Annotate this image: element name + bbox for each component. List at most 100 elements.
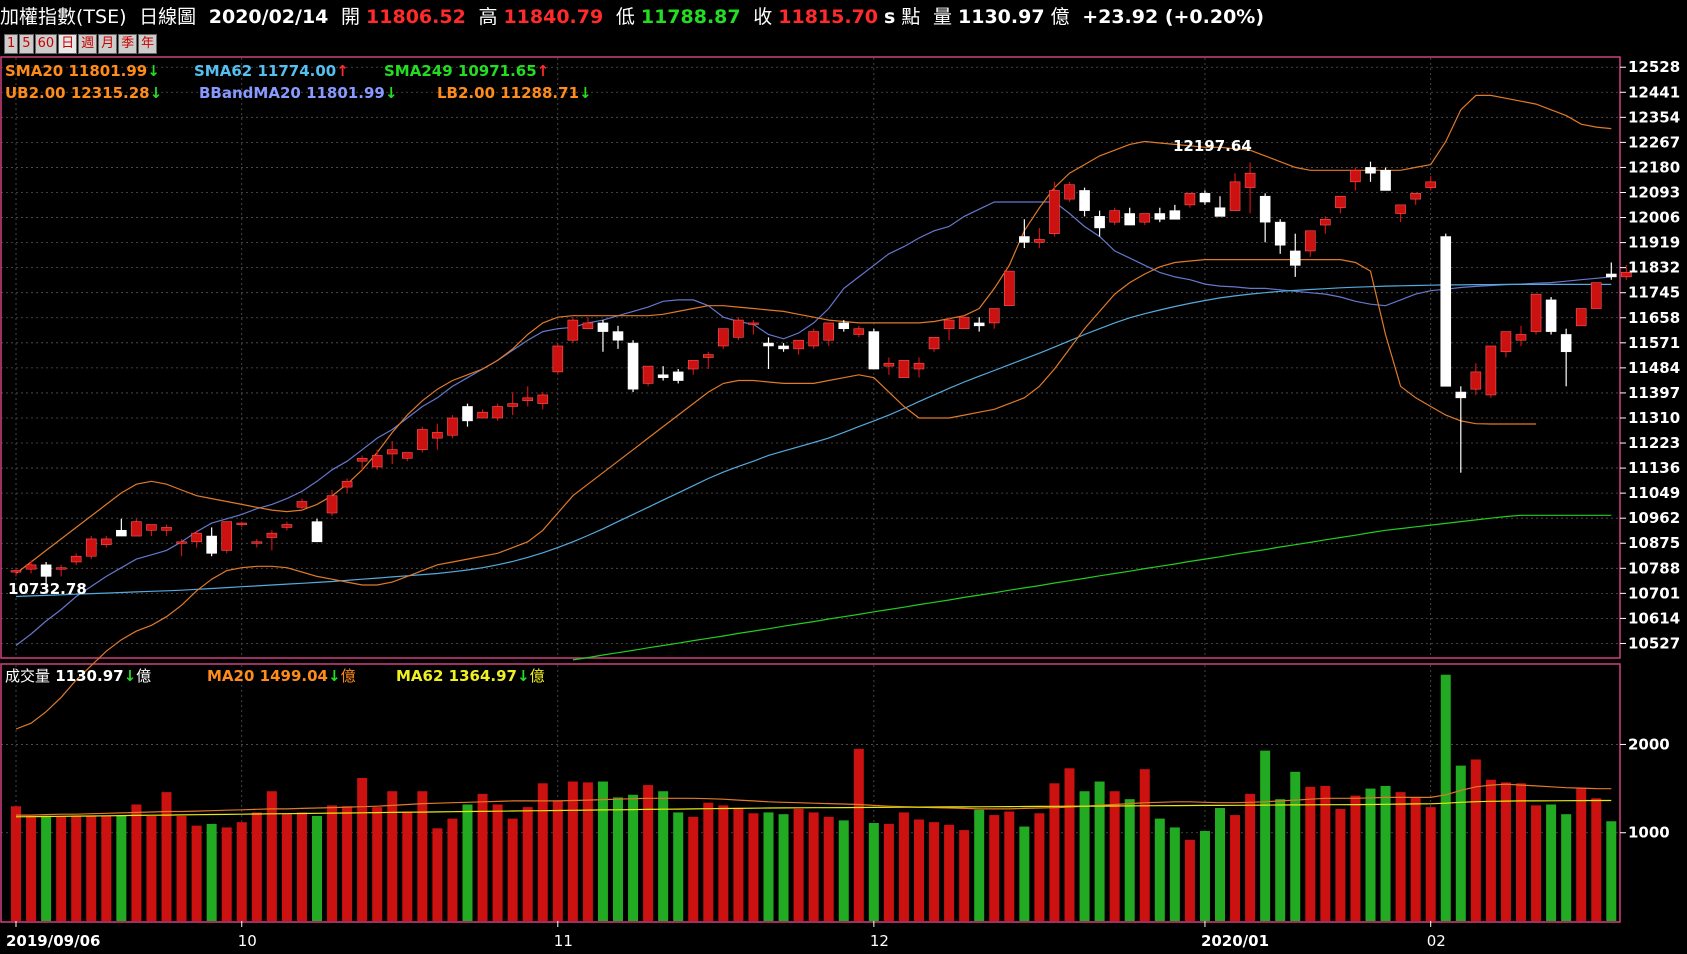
candle-body [567, 319, 579, 341]
candle-body [1380, 170, 1391, 191]
volume-bar [718, 805, 729, 921]
candle-body [552, 345, 564, 373]
volume-bar [1199, 830, 1210, 921]
candle [1003, 270, 1015, 306]
volume-bar [131, 804, 142, 921]
legend-sma20: SMA20 11801.99↓ [5, 62, 160, 80]
volume-bar [1606, 821, 1617, 921]
period-button-month[interactable]: 月 [98, 34, 118, 54]
candle [702, 351, 714, 370]
price-tick-label: 10788 [1628, 559, 1680, 577]
volume-bar [567, 781, 578, 921]
candle-body [1425, 181, 1436, 188]
period-button-year[interactable]: 年 [138, 34, 158, 54]
volume-bar [537, 783, 548, 921]
volume-bar [372, 807, 383, 921]
candle-body [116, 529, 127, 537]
candle [1410, 193, 1421, 205]
candle-body [913, 362, 925, 370]
quote-date: 2020/02/14 [208, 6, 329, 28]
volume-bar [1109, 791, 1120, 921]
candle-body [371, 455, 383, 468]
candle [221, 521, 232, 554]
candle [1184, 193, 1196, 208]
candle-body [973, 322, 985, 327]
volume-bar [597, 781, 608, 921]
date-tick-label: 12 [870, 932, 889, 950]
candle [733, 317, 744, 341]
volume-bar [613, 797, 623, 921]
candle [85, 536, 97, 560]
candle-body [1169, 210, 1181, 220]
candle [1350, 167, 1361, 191]
candle-body [522, 397, 534, 401]
volume-bar [643, 785, 654, 921]
candle-body [1079, 190, 1090, 211]
candle [10, 567, 22, 577]
candle-body [386, 449, 398, 455]
candle [191, 530, 202, 548]
volume-bar [251, 812, 262, 921]
volume-bar [883, 823, 894, 921]
volume-bar [342, 806, 353, 921]
candle [146, 524, 157, 537]
candle [597, 320, 609, 352]
volume-bar [1064, 768, 1075, 921]
candle-body [1485, 345, 1497, 396]
period-button-1[interactable]: 1 [4, 34, 19, 54]
candle [1124, 207, 1135, 226]
candle [1229, 173, 1241, 211]
candle-body [1003, 270, 1015, 306]
period-button-60[interactable]: 60 [34, 34, 58, 54]
volume-bar [868, 823, 879, 921]
volume-bar [1260, 750, 1271, 921]
volume-bar [1320, 785, 1331, 921]
close-value: 11815.70 [778, 6, 879, 28]
candle [687, 360, 699, 375]
candle-body [70, 555, 82, 563]
open-label: 開 [341, 6, 361, 28]
candle-body [1244, 172, 1256, 188]
series-sma62 [15, 283, 1612, 598]
period-button-week[interactable]: 週 [78, 34, 98, 54]
candle [1440, 233, 1452, 387]
candle-body [597, 322, 609, 332]
candle-body [507, 403, 518, 407]
price-tick-label: 11049 [1628, 484, 1680, 502]
candle [281, 521, 293, 531]
period-button-quarter[interactable]: 季 [118, 34, 138, 54]
volume-bar [688, 816, 699, 921]
price-tick-label: 12441 [1628, 83, 1680, 101]
volume-ma-lines [15, 783, 1612, 818]
volume-bar [1500, 782, 1511, 921]
candle-body [1139, 213, 1151, 223]
candle-body [1440, 236, 1452, 387]
candle-body [1229, 181, 1241, 211]
candle-body [612, 331, 624, 341]
candle-body [838, 322, 850, 330]
volume-bar [447, 818, 458, 921]
candle [748, 320, 759, 335]
volume-bar [1561, 814, 1572, 921]
candle [1515, 325, 1527, 346]
volume-bar [929, 822, 940, 921]
volume-bar [793, 808, 804, 921]
period-button-day[interactable]: 日 [58, 34, 78, 54]
index-name: 加權指數(TSE) [0, 6, 127, 28]
candle [928, 337, 940, 352]
date-axis: 2019/09/06 10 11 12 2020/01 02 [6, 921, 1446, 950]
candle-body [161, 527, 172, 531]
grid-lines [1, 58, 1620, 921]
period-button-5[interactable]: 5 [19, 34, 34, 54]
open-value: 11806.52 [366, 6, 466, 28]
candle [1335, 195, 1346, 214]
volume-bar [763, 812, 774, 921]
volume-bar [402, 811, 413, 921]
volume-bar [1184, 839, 1195, 921]
candle-body [191, 532, 202, 543]
volume-bar [1124, 799, 1135, 921]
price-tick-label: 12354 [1628, 108, 1680, 126]
volume-bar [748, 813, 759, 921]
volume-bar [221, 827, 232, 921]
